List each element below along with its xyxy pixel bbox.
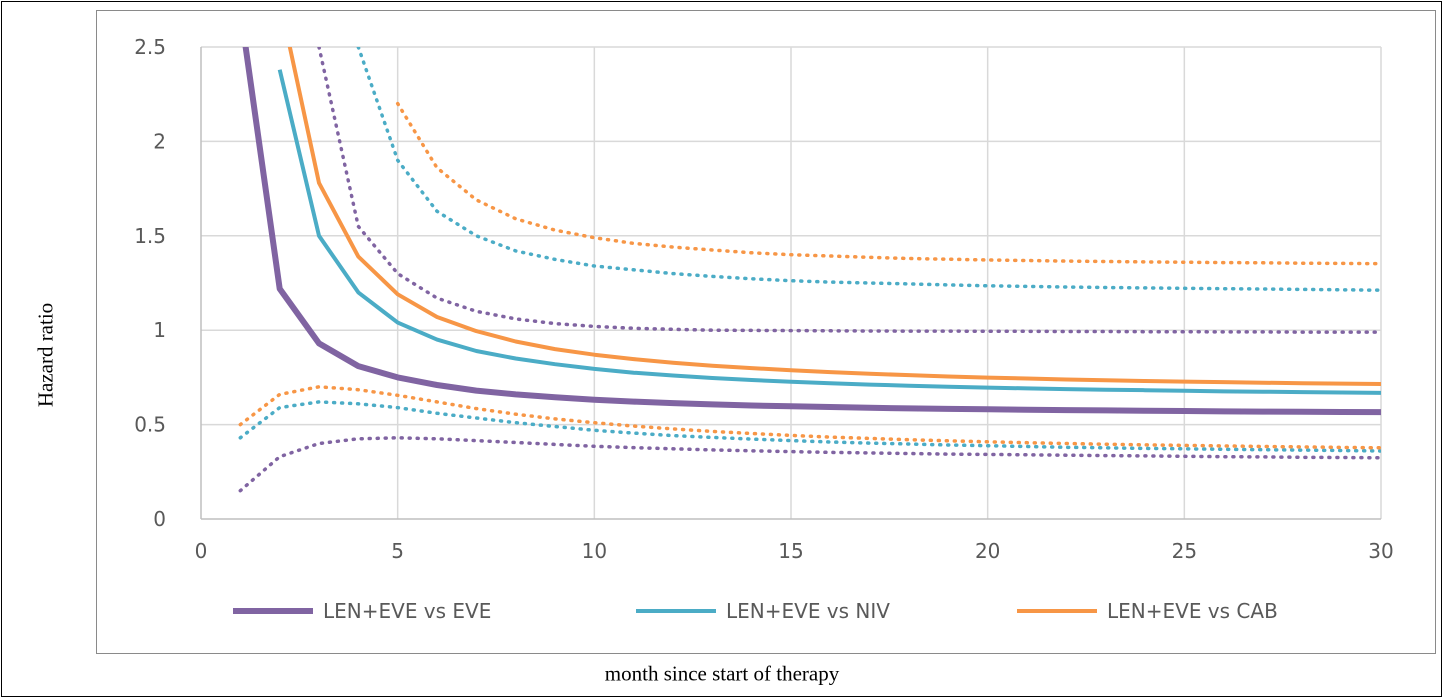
series-len-eve-vs-cab-upper-bound [395,101,1381,266]
series-len-eve-vs-niv-upper-bound [356,47,1381,292]
legend-label-len-eve-vs-cab: LEN+EVE vs CAB [1107,599,1278,623]
y-tick-label: 1.5 [134,224,166,248]
series-len-eve-vs-cab-lower-bound [238,385,1381,450]
legend-label-len-eve-vs-niv: LEN+EVE vs NIV [726,599,890,623]
x-tick-label: 10 [582,539,607,563]
series-len-eve-vs-niv-lower-bound [238,400,1381,453]
series-len-eve-vs-eve-line [242,47,1381,416]
series-lines [238,47,1381,493]
x-axis-label: month since start of therapy [604,661,840,686]
legend-label-len-eve-vs-eve: LEN+EVE vs EVE [323,599,491,623]
series-len-eve-vs-cab-line [287,47,1381,386]
plot-frame [96,10,1436,654]
y-tick-label: 2 [153,129,166,153]
tick-labels: 0 0.5 1 1.5 2 2.5 0 5 10 15 20 25 30 [134,35,1394,563]
series-len-eve-vs-eve-lower-bound [238,436,1381,493]
y-axis-label: Hazard ratio [33,302,58,408]
series-len-eve-vs-niv-line [277,69,1381,395]
series-len-eve-vs-eve-upper-bound [317,47,1381,334]
axes [200,47,1381,520]
x-tick-label: 5 [391,539,404,563]
x-tick-label: 25 [1172,539,1197,563]
x-tick-label: 15 [778,539,803,563]
x-tick-label: 30 [1368,539,1393,563]
y-tick-label: 2.5 [134,35,166,59]
grid-lines [201,46,1382,519]
x-tick-label: 0 [195,539,208,563]
y-tick-label: 0.5 [134,413,166,437]
x-tick-label: 20 [975,539,1000,563]
legend: LEN+EVE vs EVE LEN+EVE vs NIV LEN+EVE vs C… [233,599,1278,623]
y-tick-label: 0 [153,507,166,531]
y-tick-label: 1 [153,318,166,342]
